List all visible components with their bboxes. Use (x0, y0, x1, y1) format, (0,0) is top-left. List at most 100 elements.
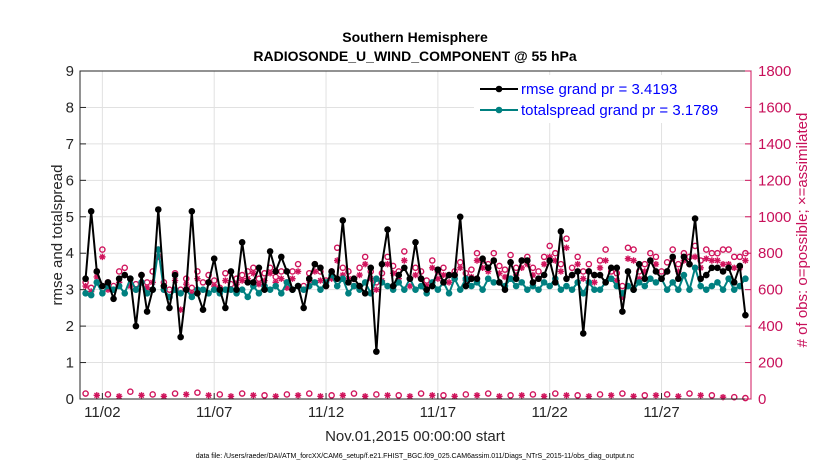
totalspread-point (177, 290, 184, 297)
totalspread-point (686, 286, 693, 293)
obs-possible-marker (199, 279, 207, 286)
rmse-point (272, 268, 280, 275)
obs-possible-marker (663, 391, 671, 398)
totalspread-point (266, 286, 274, 293)
obs-assimilated-marker (294, 268, 302, 275)
obs-possible-marker (557, 260, 565, 268)
totalspread-point (697, 282, 704, 290)
obs-possible-marker (328, 392, 335, 399)
rmse-point (345, 279, 352, 286)
obs-assimilated-marker (697, 392, 704, 399)
obs-assimilated-marker (484, 268, 492, 275)
rmse-point (99, 282, 106, 290)
totalspread-point (401, 286, 408, 293)
rmse-point (199, 306, 207, 314)
obs-possible-marker (708, 392, 716, 399)
obs-assimilated-marker (339, 392, 347, 399)
obs-possible-marker (305, 390, 313, 397)
rmse-point (373, 348, 380, 355)
obs-possible-marker (250, 264, 257, 272)
y-tick-label: 5 (66, 209, 74, 226)
obs-possible-marker (194, 268, 201, 275)
rmse-point (524, 257, 531, 264)
obs-possible-marker (412, 264, 419, 272)
obs-assimilated-marker (691, 253, 699, 261)
obs-assimilated-marker (574, 260, 581, 268)
totalspread-point (484, 275, 492, 283)
obs-assimilated-marker (115, 393, 123, 400)
obs-possible-marker (289, 268, 296, 275)
rmse-point (635, 260, 643, 268)
rmse-point (401, 264, 408, 272)
data-file-footnote: data file: /Users/raeder/DAI/ATM_forcXX/… (196, 453, 635, 460)
rmse-point (568, 271, 576, 279)
rmse-point (663, 268, 671, 275)
obs-assimilated-marker (412, 271, 419, 279)
obs-possible-marker (440, 392, 447, 399)
obs-possible-marker (579, 268, 587, 275)
obs-possible-marker (395, 392, 403, 399)
rmse-point (596, 271, 604, 279)
rmse-point (300, 304, 307, 312)
rmse-point (602, 279, 609, 286)
rmse-point (473, 275, 481, 283)
obs-possible-marker (272, 273, 280, 281)
right-y-tick-label: 600 (758, 282, 783, 299)
obs-possible-marker (238, 390, 246, 397)
rmse-point (652, 268, 660, 275)
totalspread-point (596, 286, 604, 293)
rmse-point (456, 213, 464, 221)
obs-assimilated-marker (473, 392, 481, 399)
rmse-point (507, 259, 514, 266)
totalspread-point (300, 286, 307, 293)
rmse-point (496, 279, 503, 286)
obs-possible-marker (686, 390, 693, 397)
right-y-tick-label: 800 (758, 245, 783, 262)
obs-possible-marker (725, 246, 732, 253)
obs-assimilated-marker (540, 393, 548, 400)
obs-assimilated-marker (496, 270, 503, 277)
obs-possible-marker (619, 282, 626, 290)
obs-assimilated-marker (143, 284, 151, 292)
totalspread-point (283, 279, 291, 286)
legend-rmse-marker (495, 85, 503, 93)
y-tick-label: 3 (66, 282, 74, 299)
obs-possible-marker (440, 264, 447, 272)
obs-assimilated-marker (457, 264, 464, 271)
obs-assimilated-marker (82, 282, 89, 290)
rmse-point (613, 264, 621, 272)
rmse-point (529, 279, 537, 286)
rmse-point (574, 268, 581, 275)
obs-possible-marker (171, 390, 179, 397)
rmse-point (742, 311, 749, 319)
obs-possible-marker (730, 253, 738, 261)
obs-assimilated-marker (87, 288, 95, 295)
rmse-point (719, 268, 727, 275)
obs-assimilated-marker (93, 392, 100, 399)
y-tick-label: 0 (66, 391, 74, 408)
rmse-point (166, 304, 173, 312)
obs-assimilated-marker (714, 257, 721, 264)
obs-assimilated-marker (384, 392, 391, 399)
obs-assimilated-marker (434, 275, 442, 282)
totalspread-point (238, 286, 246, 293)
obs-possible-marker (596, 257, 604, 264)
totalspread-point (93, 279, 101, 286)
obs-assimilated-marker (104, 286, 112, 293)
obs-assimilated-marker (630, 257, 637, 264)
totalspread-point (445, 290, 453, 297)
totalspread-point (317, 286, 324, 293)
obs-assimilated-marker (261, 277, 268, 284)
obs-assimilated-marker (289, 275, 296, 282)
totalspread-point (663, 286, 671, 293)
rmse-point (585, 268, 593, 275)
totalspread-point (199, 286, 207, 293)
rmse-point (210, 255, 218, 262)
rmse-point (551, 279, 559, 286)
obs-assimilated-marker (188, 290, 196, 297)
totalspread-point (434, 286, 442, 293)
rmse-point (132, 322, 140, 330)
totalspread-point (563, 282, 570, 290)
rmse-point (121, 271, 129, 279)
